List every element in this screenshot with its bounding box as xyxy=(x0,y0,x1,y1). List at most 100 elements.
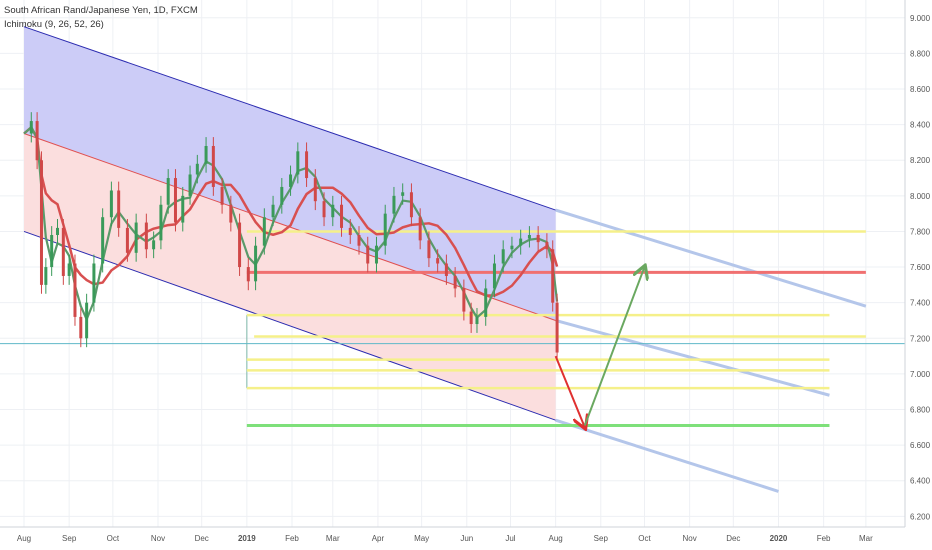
candle-body xyxy=(357,235,361,246)
candle-body xyxy=(229,204,233,223)
candle-body xyxy=(469,311,473,325)
projection-lower-line xyxy=(555,418,779,493)
y-tick-label: 8.200 xyxy=(910,156,931,165)
y-tick-label: 9.000 xyxy=(910,14,931,23)
candle-body xyxy=(551,249,555,303)
candle-body xyxy=(305,151,309,179)
candle-body xyxy=(418,217,422,241)
candle-body xyxy=(29,121,33,134)
candle-body xyxy=(392,195,396,214)
candle-body xyxy=(436,258,440,264)
y-tick-label: 8.400 xyxy=(910,121,931,130)
y-tick-label: 8.600 xyxy=(910,85,931,94)
candle-body xyxy=(144,222,148,250)
x-tick-label: Oct xyxy=(638,534,651,543)
candle-body xyxy=(322,201,326,218)
y-tick-label: 7.800 xyxy=(910,227,931,236)
candle-body xyxy=(510,245,514,250)
candle-body xyxy=(61,227,65,276)
channel-upper-line xyxy=(23,26,556,211)
candle-body xyxy=(484,288,488,317)
candle-body xyxy=(220,186,224,205)
projection-upper-line xyxy=(555,208,867,308)
arrow-green xyxy=(583,267,645,426)
x-tick-label: Sep xyxy=(594,534,609,543)
candle-body xyxy=(262,217,266,246)
candle-body xyxy=(125,227,129,253)
candle-body xyxy=(173,178,177,223)
candle-body xyxy=(73,263,77,317)
y-tick-label: 8.800 xyxy=(910,49,931,58)
candle-body xyxy=(85,302,89,339)
candle-body xyxy=(296,151,300,175)
x-tick-label: Feb xyxy=(817,534,831,543)
candle-body xyxy=(462,288,466,312)
x-tick-label: Mar xyxy=(859,534,873,543)
candle-body xyxy=(374,245,378,264)
y-tick-label: 6.800 xyxy=(910,405,931,414)
y-tick-label: 7.400 xyxy=(910,299,931,308)
candle-body xyxy=(492,263,496,289)
x-tick-label: Sep xyxy=(62,534,77,543)
candle-body xyxy=(555,302,559,353)
candle-body xyxy=(289,174,293,187)
candle-body xyxy=(39,160,43,285)
candle-body xyxy=(427,240,431,259)
candle-body xyxy=(271,204,275,218)
horizontal-levels xyxy=(0,230,905,428)
candle-body xyxy=(109,190,113,218)
candle-body xyxy=(366,245,370,264)
candle-body xyxy=(238,222,242,268)
candle-body xyxy=(134,222,138,253)
candle-body xyxy=(166,178,170,205)
x-tick-label: Dec xyxy=(726,534,740,543)
y-tick-label: 7.000 xyxy=(910,370,931,379)
x-tick-label: Aug xyxy=(549,534,563,543)
projection-arrows xyxy=(554,267,645,427)
candle-body xyxy=(246,267,250,282)
x-tick-label: Aug xyxy=(17,534,31,543)
ichimoku-base-line xyxy=(23,126,559,297)
candle-body xyxy=(348,227,352,236)
x-tick-label: Jun xyxy=(460,534,473,543)
x-tick-label: May xyxy=(414,534,429,543)
candle-body xyxy=(117,190,121,228)
candle-body xyxy=(313,178,317,202)
candle-body xyxy=(475,316,479,325)
y-tick-label: 7.600 xyxy=(910,263,931,272)
x-tick-label: 2019 xyxy=(238,534,256,543)
x-tick-label: Nov xyxy=(151,534,165,543)
candle-body xyxy=(444,263,448,276)
candle-body xyxy=(211,145,215,187)
candle-body xyxy=(152,240,156,250)
x-tick-label: Nov xyxy=(683,534,697,543)
candle-body xyxy=(536,235,540,243)
x-tick-label: Mar xyxy=(326,534,340,543)
candle-body xyxy=(101,217,105,264)
candle-body xyxy=(527,235,531,239)
candle-body xyxy=(204,145,208,164)
lower-channel-fill xyxy=(24,133,556,421)
x-tick-label: 2020 xyxy=(770,534,788,543)
candle-body xyxy=(44,267,48,285)
candle-body xyxy=(501,249,505,264)
candle-body xyxy=(195,163,199,175)
y-tick-label: 6.600 xyxy=(910,441,931,450)
candle-body xyxy=(331,204,335,218)
arrow-red xyxy=(554,355,585,427)
x-tick-label: Oct xyxy=(107,534,120,543)
candle-body xyxy=(188,174,192,196)
projection-middle-line xyxy=(555,319,830,397)
candle-body xyxy=(67,263,71,276)
candle-body xyxy=(35,121,39,161)
candle-body xyxy=(50,235,54,268)
x-tick-label: Dec xyxy=(195,534,209,543)
upper-channel-fill xyxy=(24,26,556,321)
indicator-legend: Ichimoku (9, 26, 52, 26) xyxy=(4,19,104,30)
x-tick-label: Apr xyxy=(372,534,385,543)
y-tick-label: 6.400 xyxy=(910,477,931,486)
candle-body xyxy=(340,204,344,228)
